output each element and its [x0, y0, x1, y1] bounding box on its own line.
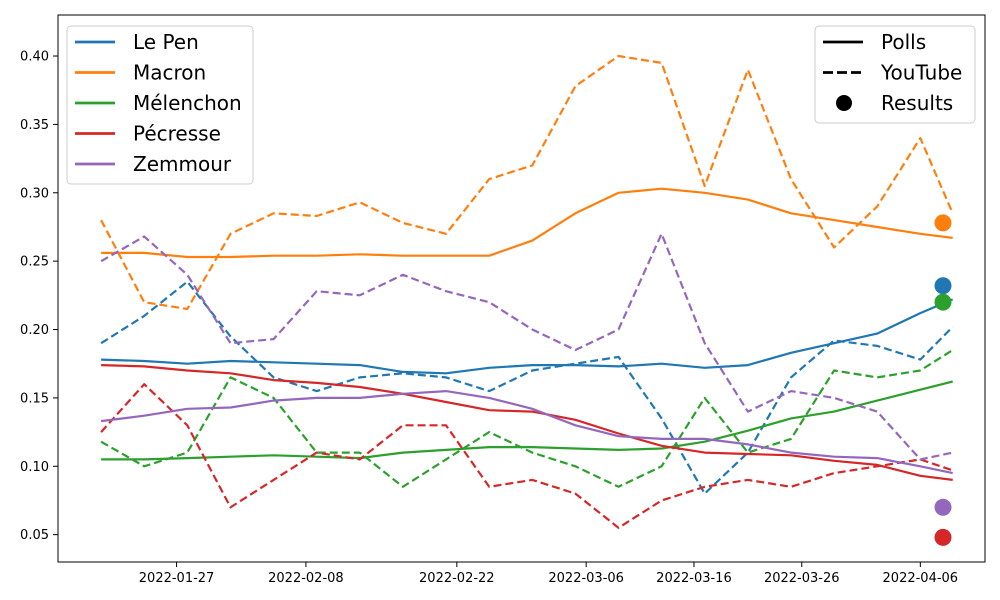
x-tick-label: 2022-04-06	[883, 571, 959, 586]
x-tick-label: 2022-01-27	[139, 571, 215, 586]
polls-line-pecresse	[101, 364, 953, 481]
legend-style-label: YouTube	[880, 61, 962, 85]
y-tick-label: 0.10	[20, 460, 49, 475]
axes-layer: 0.05 0.10 0.15 0.20 0.25 0.30 0.35 0.40 2022-01-…	[20, 14, 986, 586]
series-layer	[100, 54, 954, 529]
youtube-line-macron	[100, 54, 954, 311]
x-tick-label: 2022-03-26	[764, 571, 840, 586]
result-dot-macron	[934, 214, 952, 232]
y-tick-label: 0.40	[20, 50, 49, 65]
x-tick-label: 2022-03-06	[548, 571, 624, 586]
y-tick-label: 0.20	[20, 323, 49, 338]
legend-layer: Le Pen Macron Mélenchon Pécresse Zemmour Poll…	[66, 25, 976, 185]
youtube-line-pecresse	[100, 383, 954, 529]
youtube-line-melenchon	[100, 349, 954, 488]
y-tick-label: 0.25	[20, 255, 49, 270]
x-tick-label: 2022-02-22	[419, 571, 495, 586]
legend-style-swatch	[836, 95, 852, 111]
legend-label: Pécresse	[133, 122, 221, 146]
result-dot-le-pen	[934, 277, 952, 295]
legend-label: Zemmour	[133, 152, 232, 176]
polls-line-zemmour	[100, 390, 953, 475]
y-tick-label: 0.30	[20, 186, 49, 201]
x-tick-label: 2022-03-16	[656, 571, 732, 586]
polls-line-melenchon	[101, 380, 953, 461]
result-dot-melenchon	[934, 293, 952, 311]
youtube-line-zemmour	[100, 232, 953, 461]
polls-line-le-pen	[101, 298, 954, 375]
legend-style-label: Results	[881, 91, 953, 115]
legend-label: Le Pen	[133, 30, 199, 54]
legend-style-box	[814, 25, 976, 124]
x-tick-label: 2022-02-08	[268, 571, 344, 586]
legend-style-label: Polls	[881, 30, 926, 54]
result-dot-zemmour	[934, 498, 952, 516]
y-tick-label: 0.15	[20, 391, 49, 406]
plot-frame	[57, 14, 986, 563]
result-dot-pecresse	[934, 528, 952, 546]
legend-candidates-box	[66, 25, 254, 185]
legend-label: Macron	[133, 61, 206, 85]
polls-line-macron	[101, 187, 953, 259]
youtube-line-le-pen	[100, 280, 954, 495]
y-tick-label: 0.05	[20, 528, 49, 543]
results-layer	[934, 214, 952, 546]
y-tick-label: 0.35	[20, 118, 49, 133]
legend-label: Mélenchon	[133, 91, 242, 115]
